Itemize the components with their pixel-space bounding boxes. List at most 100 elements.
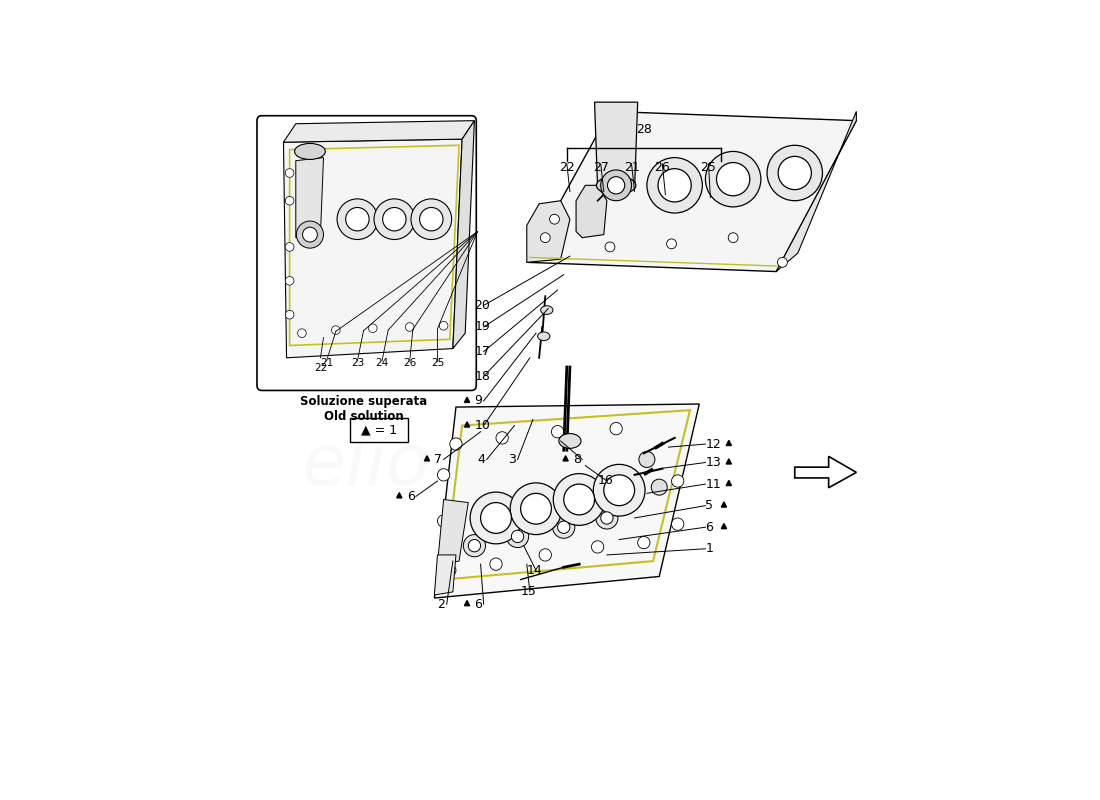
Text: 1995: 1995 <box>592 424 684 458</box>
Text: 12: 12 <box>705 438 722 450</box>
Text: 6: 6 <box>407 490 415 503</box>
Circle shape <box>510 483 562 534</box>
Text: 28: 28 <box>636 123 652 136</box>
Polygon shape <box>794 456 856 488</box>
Text: 10: 10 <box>474 419 491 432</box>
Polygon shape <box>464 601 470 606</box>
Text: 21: 21 <box>320 358 333 368</box>
Text: 22: 22 <box>559 161 574 174</box>
Circle shape <box>331 326 340 334</box>
Text: 6: 6 <box>474 598 482 610</box>
Text: a parts: a parts <box>434 518 570 555</box>
Polygon shape <box>464 422 470 427</box>
Circle shape <box>439 322 448 330</box>
Polygon shape <box>777 111 856 271</box>
Polygon shape <box>284 121 474 142</box>
Text: 8: 8 <box>573 453 581 466</box>
Polygon shape <box>438 499 469 564</box>
Ellipse shape <box>602 186 614 195</box>
Text: 2: 2 <box>438 598 446 610</box>
Circle shape <box>506 526 529 547</box>
Circle shape <box>496 432 508 444</box>
Circle shape <box>671 518 684 530</box>
Polygon shape <box>464 398 470 402</box>
Text: 7: 7 <box>434 453 442 466</box>
Circle shape <box>411 199 452 239</box>
Text: 21: 21 <box>624 161 639 174</box>
Circle shape <box>285 242 294 251</box>
Circle shape <box>470 492 521 544</box>
Circle shape <box>419 207 443 231</box>
Text: elio: elio <box>302 431 431 500</box>
Polygon shape <box>397 493 401 498</box>
FancyBboxPatch shape <box>257 116 476 390</box>
Circle shape <box>563 484 594 515</box>
Circle shape <box>609 422 623 435</box>
Circle shape <box>658 169 691 202</box>
Text: 24: 24 <box>375 358 388 368</box>
Circle shape <box>368 324 377 333</box>
Circle shape <box>481 502 512 534</box>
Circle shape <box>558 521 570 534</box>
Text: 15: 15 <box>520 586 537 598</box>
Text: 1: 1 <box>705 542 713 555</box>
Circle shape <box>490 558 503 570</box>
Text: 26: 26 <box>403 358 417 368</box>
Circle shape <box>639 451 654 467</box>
Circle shape <box>345 207 370 231</box>
Circle shape <box>512 530 524 542</box>
Text: 26: 26 <box>654 161 670 174</box>
Text: 9: 9 <box>474 394 482 407</box>
Circle shape <box>728 233 738 242</box>
Circle shape <box>778 156 812 190</box>
Circle shape <box>450 438 462 450</box>
Circle shape <box>374 199 415 239</box>
Circle shape <box>540 233 550 242</box>
Polygon shape <box>284 139 462 358</box>
Text: 25: 25 <box>431 358 444 368</box>
Text: 23: 23 <box>351 358 364 368</box>
Text: 6: 6 <box>705 521 713 534</box>
Circle shape <box>520 494 551 524</box>
Polygon shape <box>726 440 732 446</box>
Circle shape <box>651 479 668 495</box>
Polygon shape <box>722 502 726 507</box>
Polygon shape <box>425 456 430 461</box>
Ellipse shape <box>295 143 326 159</box>
Circle shape <box>296 221 323 248</box>
Polygon shape <box>434 555 455 595</box>
Polygon shape <box>563 456 569 461</box>
Circle shape <box>552 516 575 538</box>
Circle shape <box>438 469 450 481</box>
Polygon shape <box>576 186 607 238</box>
Circle shape <box>604 475 635 506</box>
Circle shape <box>705 151 761 207</box>
Circle shape <box>593 464 645 516</box>
Circle shape <box>601 512 613 524</box>
Text: 18: 18 <box>474 370 491 382</box>
Text: 13: 13 <box>705 456 722 469</box>
Polygon shape <box>594 102 638 188</box>
Text: 14: 14 <box>527 564 542 577</box>
Circle shape <box>463 534 485 557</box>
Polygon shape <box>722 523 726 529</box>
Text: 16: 16 <box>597 474 614 487</box>
Circle shape <box>767 146 823 201</box>
Text: ▲ = 1: ▲ = 1 <box>361 424 397 437</box>
Circle shape <box>601 170 631 201</box>
Circle shape <box>443 564 456 577</box>
Text: 19: 19 <box>474 321 491 334</box>
Circle shape <box>605 242 615 252</box>
Circle shape <box>607 177 625 194</box>
Circle shape <box>638 537 650 549</box>
Ellipse shape <box>538 332 550 341</box>
Circle shape <box>671 475 684 487</box>
Circle shape <box>596 507 618 529</box>
Circle shape <box>592 541 604 553</box>
Polygon shape <box>434 404 700 598</box>
Circle shape <box>298 329 306 338</box>
Text: 20: 20 <box>474 299 491 312</box>
Circle shape <box>543 248 553 258</box>
Text: 22: 22 <box>314 362 327 373</box>
Circle shape <box>647 158 703 213</box>
